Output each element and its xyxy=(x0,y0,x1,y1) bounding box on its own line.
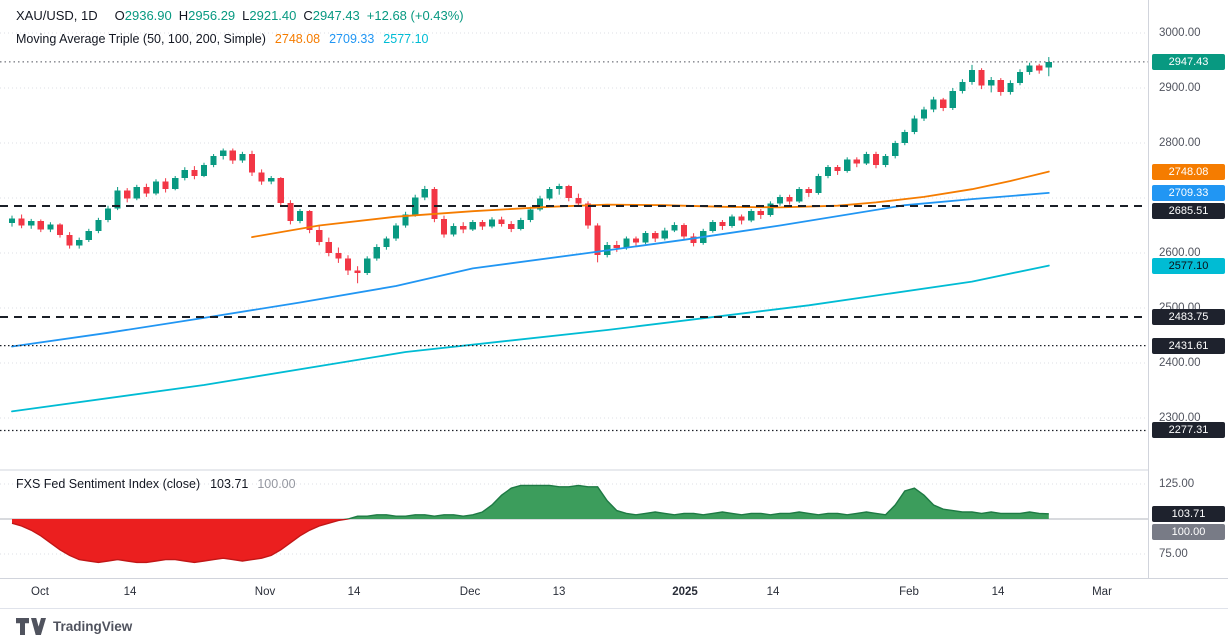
price-badge: 2577.10 xyxy=(1152,257,1225,274)
price-badge: 2748.08 xyxy=(1152,163,1225,180)
sentiment-legend: FXS Fed Sentiment Index (close) 103.71 100… xyxy=(16,477,296,491)
price-axis-label: 2400.00 xyxy=(1159,357,1201,369)
time-axis-label: 14 xyxy=(347,586,361,598)
tradingview-logo-text: TradingView xyxy=(53,619,133,634)
price-axis-label: 2900.00 xyxy=(1159,82,1201,94)
price-badge: 2277.31 xyxy=(1152,422,1225,439)
symbol-legend: XAU/USD, 1D O2936.90 H2956.29 L2921.40 C2947… xyxy=(16,8,464,46)
price-axis[interactable]: 3000.002900.002800.002700.002600.002500.… xyxy=(1148,0,1228,608)
ohlc-value-L: 2921.40 xyxy=(249,8,297,23)
ohlc-value-C: 2947.43 xyxy=(312,8,360,23)
tradingview-logo[interactable]: TradingView xyxy=(16,618,132,635)
ohlc-value-O: 2936.90 xyxy=(124,8,172,23)
price-badge: 2947.43 xyxy=(1152,53,1225,70)
time-axis[interactable]: Oct 14 Nov 14 Dec 13 2025 14 Feb 14 Mar xyxy=(0,578,1228,609)
price-badge: 100.00 xyxy=(1152,523,1225,540)
indicator-title[interactable]: Moving Average Triple (50, 100, 200, Sim… xyxy=(16,32,266,46)
ohlc-label-C: C xyxy=(303,8,313,23)
price-axis-label: 2800.00 xyxy=(1159,137,1201,149)
symbol-row: XAU/USD, 1D O2936.90 H2956.29 L2921.40 C2947… xyxy=(16,8,464,23)
time-axis-label: Oct xyxy=(31,586,49,598)
price-axis-label: 75.00 xyxy=(1159,548,1188,560)
price-axis-label: 3000.00 xyxy=(1159,27,1201,39)
price-axis-label: 125.00 xyxy=(1159,478,1195,490)
time-axis-label: Feb xyxy=(899,586,919,598)
footer-bar: TradingView xyxy=(0,608,1228,644)
ma-values: 2748.08 2709.33 2577.10 xyxy=(266,32,429,46)
ohlc-value-H: 2956.29 xyxy=(188,8,236,23)
ohlc-values: O2936.90 H2956.29 L2921.40 C2947.43 xyxy=(108,8,360,23)
time-axis-label: 14 xyxy=(766,586,780,598)
time-axis-label: 13 xyxy=(552,586,566,598)
price-badge: 2685.51 xyxy=(1152,202,1225,219)
price-axis-label: 2600.00 xyxy=(1159,247,1201,259)
tradingview-logo-icon xyxy=(16,618,46,635)
price-badge: 2431.61 xyxy=(1152,337,1225,354)
time-axis-label: 14 xyxy=(991,586,1005,598)
change-value: +12.68 (+0.43%) xyxy=(366,8,464,23)
sentiment-baseline-value: 100.00 xyxy=(257,477,296,491)
price-axis-label: 2300.00 xyxy=(1159,412,1201,424)
time-axis-label: Dec xyxy=(459,586,481,598)
ma-value: 2577.10 xyxy=(383,32,429,46)
time-axis-label: 14 xyxy=(123,586,137,598)
sentiment-indicator-title[interactable]: FXS Fed Sentiment Index (close) xyxy=(16,477,201,491)
sentiment-value: 103.71 xyxy=(210,477,249,491)
ma-value: 2748.08 xyxy=(274,32,321,46)
ma-value: 2709.33 xyxy=(329,32,375,46)
price-badge: 2483.75 xyxy=(1152,308,1225,325)
price-badge: 2709.33 xyxy=(1152,184,1225,201)
time-axis-label: Mar xyxy=(1092,586,1112,598)
indicator-row: Moving Average Triple (50, 100, 200, Sim… xyxy=(16,32,464,46)
time-axis-label: 2025 xyxy=(672,586,698,598)
ohlc-label-H: H xyxy=(178,8,189,23)
chart-canvas[interactable] xyxy=(0,0,1148,578)
ohlc-label-L: L xyxy=(242,8,250,23)
ohlc-label-O: O xyxy=(114,8,125,23)
symbol-title[interactable]: XAU/USD, 1D xyxy=(16,8,98,23)
price-badge: 103.71 xyxy=(1152,505,1225,522)
time-axis-label: Nov xyxy=(254,586,276,598)
